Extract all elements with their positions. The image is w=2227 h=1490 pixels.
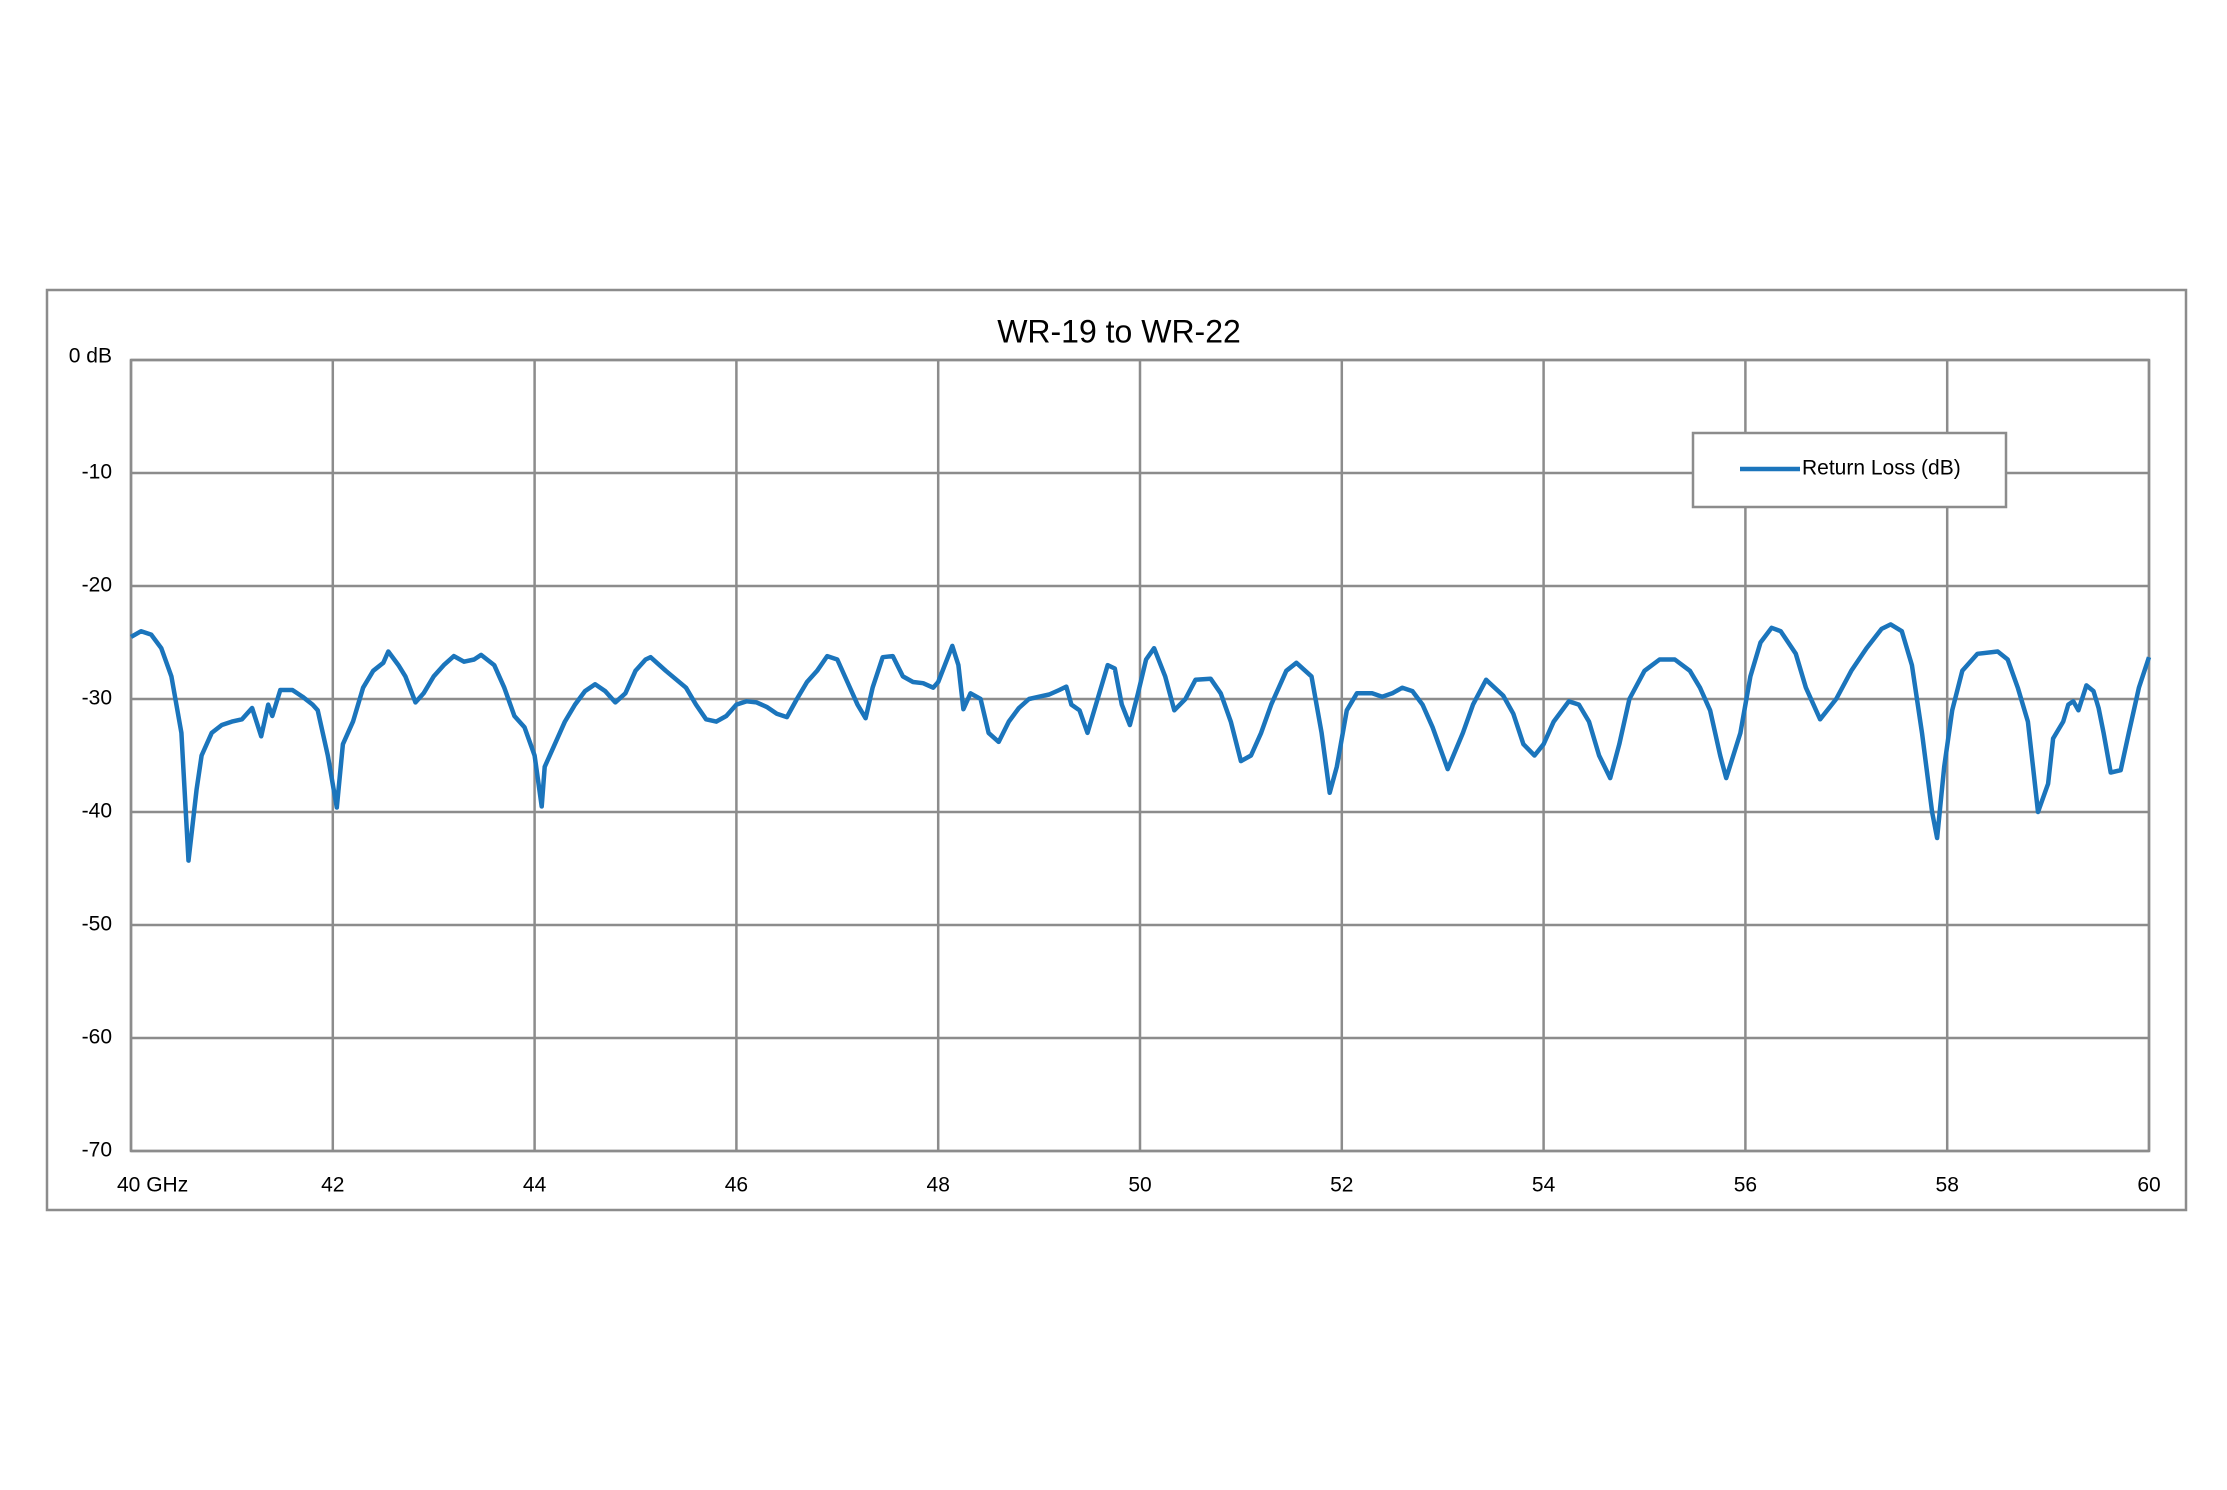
legend-label: Return Loss (dB) [1802,457,1961,480]
x-tick-label: 56 [1734,1174,1757,1197]
y-tick-label: -70 [82,1139,112,1162]
y-tick-label: -30 [82,687,112,710]
x-tick-label: 58 [1936,1174,1959,1197]
x-tick-label: 44 [523,1174,547,1197]
x-tick-label: 54 [1532,1174,1556,1197]
y-tick-label: 0 dB [69,345,112,368]
y-tick-label: -50 [82,913,112,936]
y-tick-label: -20 [82,574,112,597]
data-line [129,622,2152,863]
x-tick-label: 52 [1330,1174,1353,1197]
x-tick-label: 60 [2137,1174,2160,1197]
y-tick-label: -10 [82,461,112,484]
chart-title: WR-19 to WR-22 [997,313,1241,349]
x-tick-label: 48 [927,1174,950,1197]
y-tick-label: -40 [82,800,112,823]
x-tick-label: 40 GHz [117,1174,188,1197]
x-tick-label: 46 [725,1174,748,1197]
x-tick-label: 42 [321,1174,344,1197]
y-tick-label: -60 [82,1026,112,1049]
x-tick-label: 50 [1128,1174,1151,1197]
